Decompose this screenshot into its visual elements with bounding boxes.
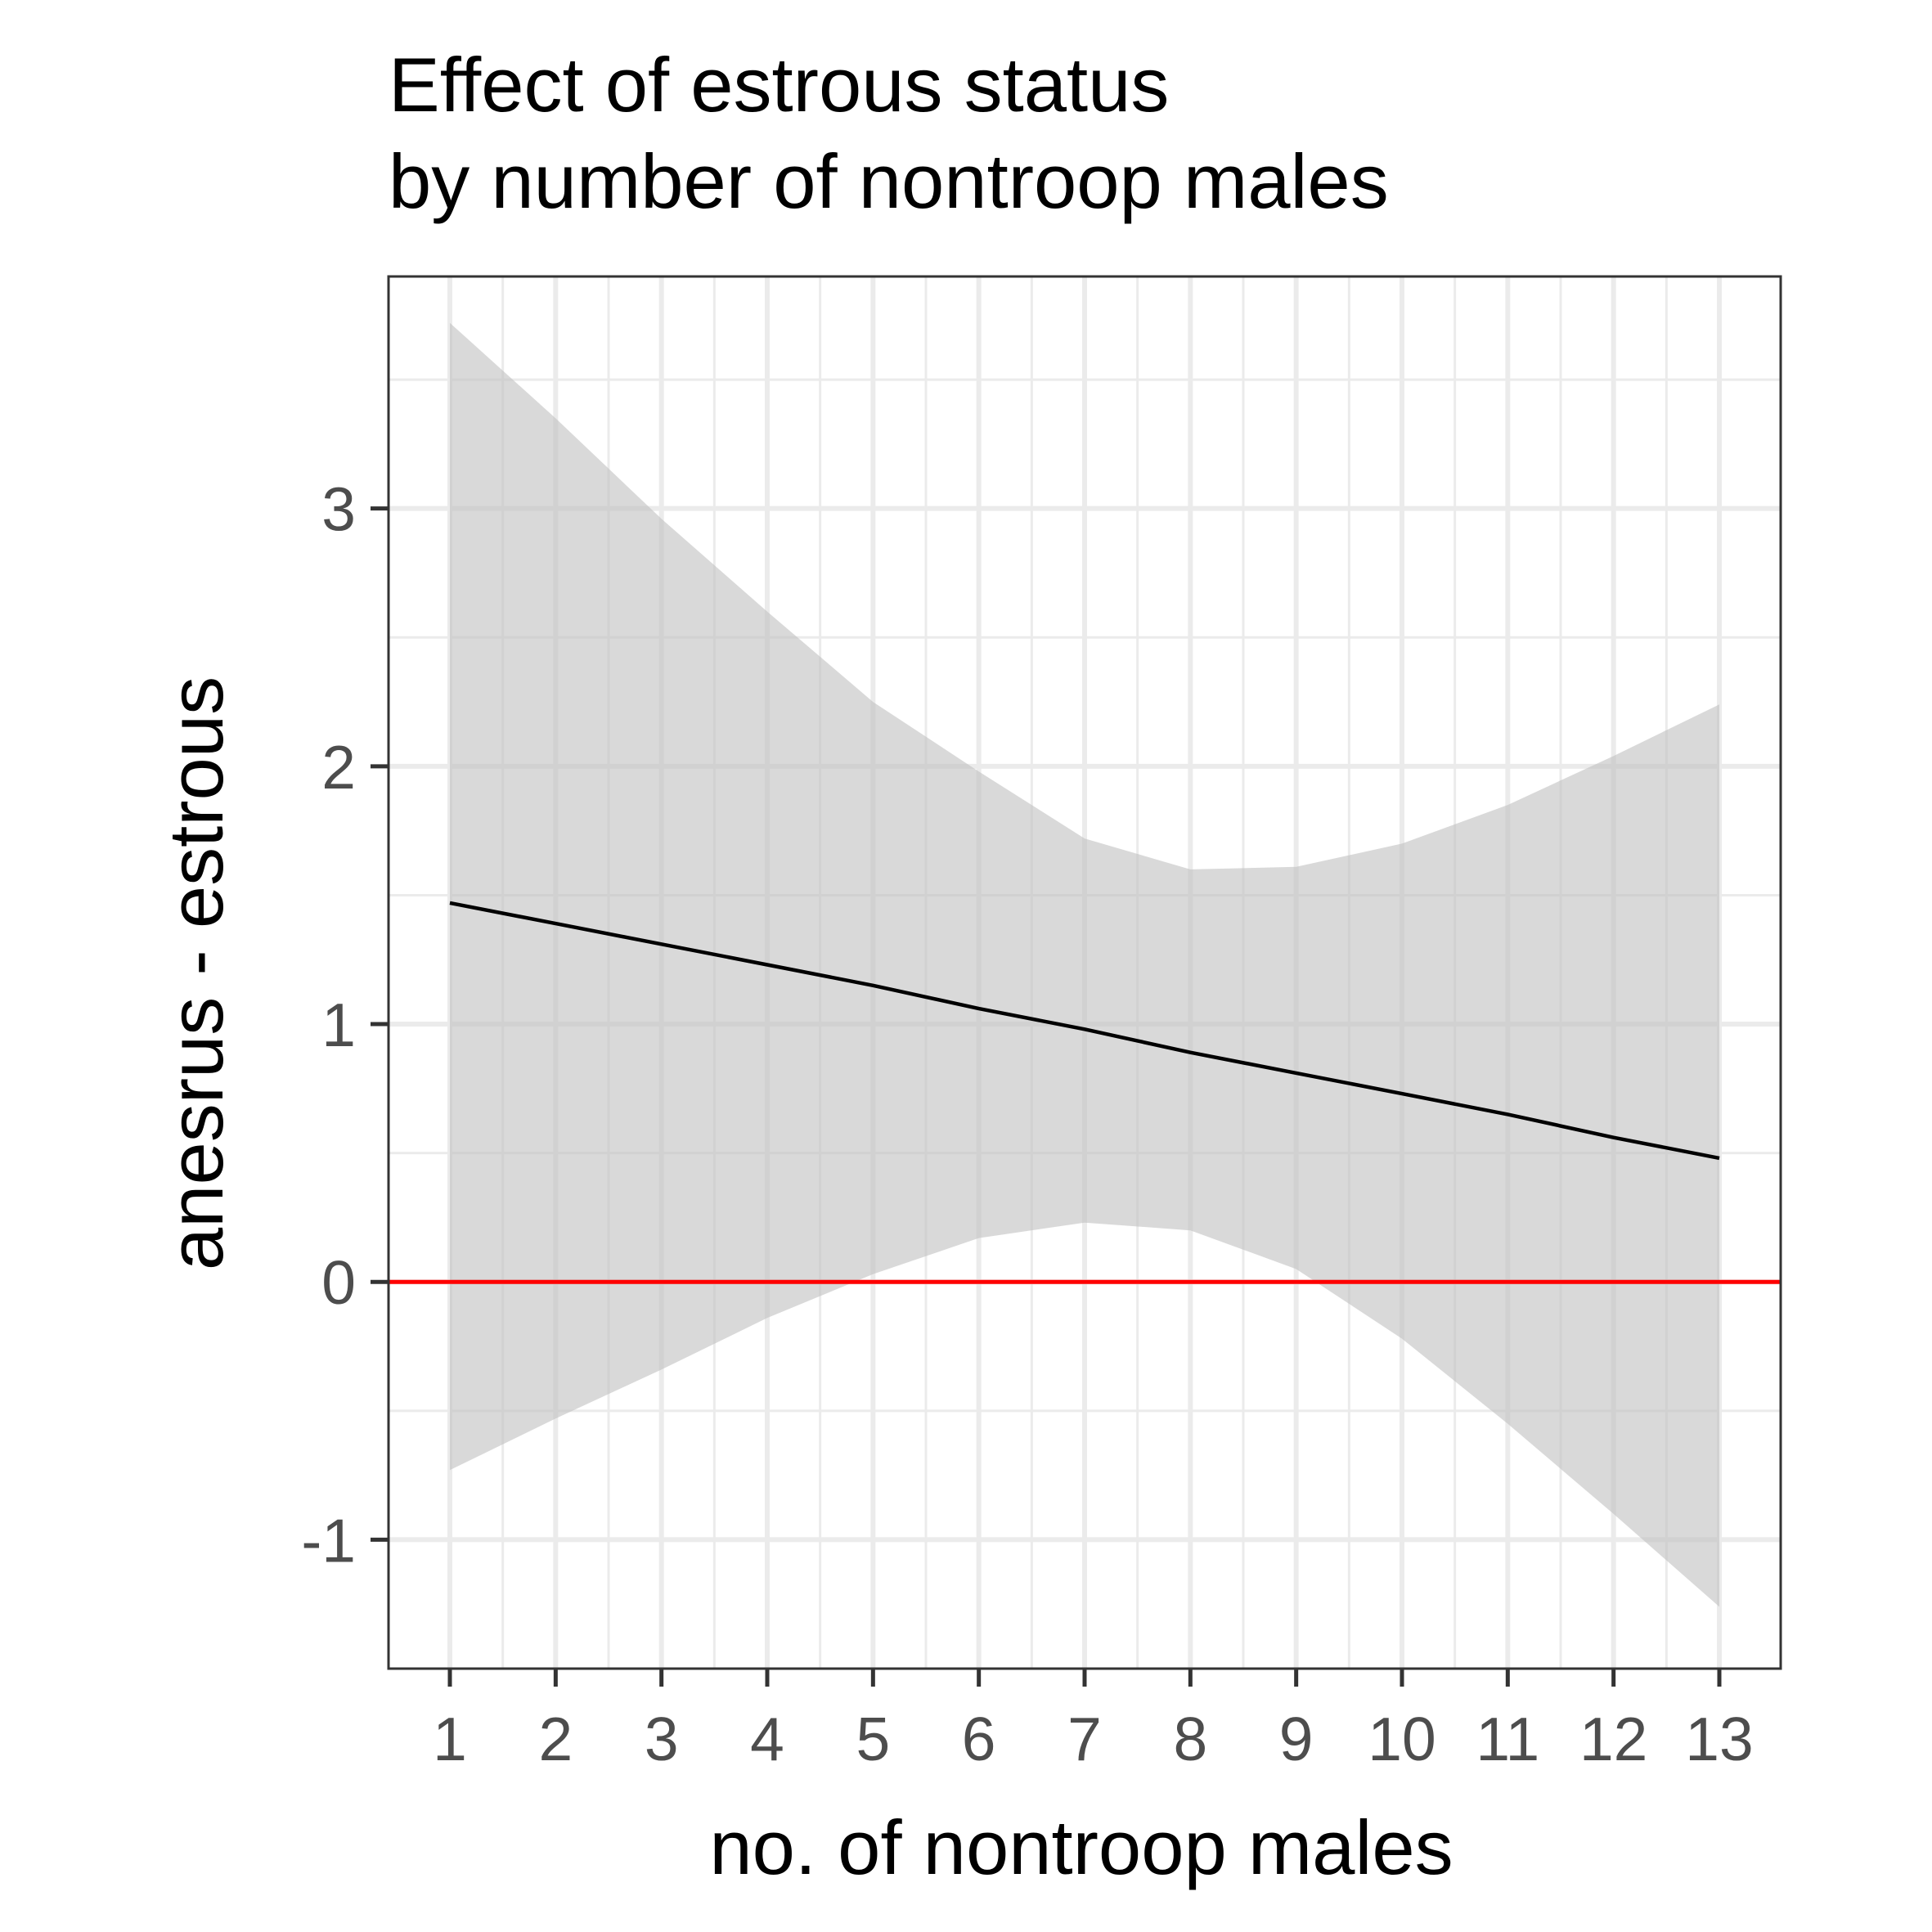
y-tick-label: 1 bbox=[321, 991, 356, 1059]
x-tick-label: 4 bbox=[750, 1705, 784, 1773]
x-tick-label: 1 bbox=[433, 1705, 467, 1773]
x-tick-label: 12 bbox=[1579, 1705, 1647, 1773]
x-tick-label: 9 bbox=[1279, 1705, 1314, 1773]
x-axis-title: no. of nontroop males bbox=[709, 1804, 1453, 1890]
confidence-ribbon-0 bbox=[450, 322, 1719, 1607]
y-axis-title: anesrus - estrous bbox=[153, 676, 239, 1270]
x-axis: 1 2 3 4 5 6 7 8 9 10 11 12 13 bbox=[433, 1669, 1754, 1773]
x-tick-label: 10 bbox=[1368, 1705, 1436, 1773]
chart-title-line-1: Effect of estrous status bbox=[389, 42, 1170, 128]
chart-title: Effect of estrous status by number of no… bbox=[389, 37, 1389, 230]
x-tick-label: 8 bbox=[1173, 1705, 1207, 1773]
confidence-ribbons bbox=[450, 322, 1719, 1607]
x-tick-label: 5 bbox=[856, 1705, 890, 1773]
chart-title-line-2: by number of nontroop males bbox=[389, 138, 1389, 224]
x-tick-label: 11 bbox=[1476, 1705, 1539, 1773]
x-tick-label: 6 bbox=[962, 1705, 996, 1773]
y-tick-label: 3 bbox=[321, 475, 356, 544]
series-line-0 bbox=[449, 901, 1720, 1161]
x-tick-label: 7 bbox=[1067, 1705, 1102, 1773]
x-tick-label: 2 bbox=[538, 1705, 573, 1773]
y-tick-label: 0 bbox=[321, 1248, 356, 1317]
series-lines bbox=[449, 901, 1720, 1161]
y-axis: -1 0 1 2 3 bbox=[301, 475, 389, 1575]
x-tick-label: 13 bbox=[1685, 1705, 1753, 1773]
y-tick-label: -1 bbox=[301, 1506, 356, 1575]
y-tick-label: 2 bbox=[321, 733, 356, 802]
x-tick-label: 3 bbox=[645, 1705, 679, 1773]
